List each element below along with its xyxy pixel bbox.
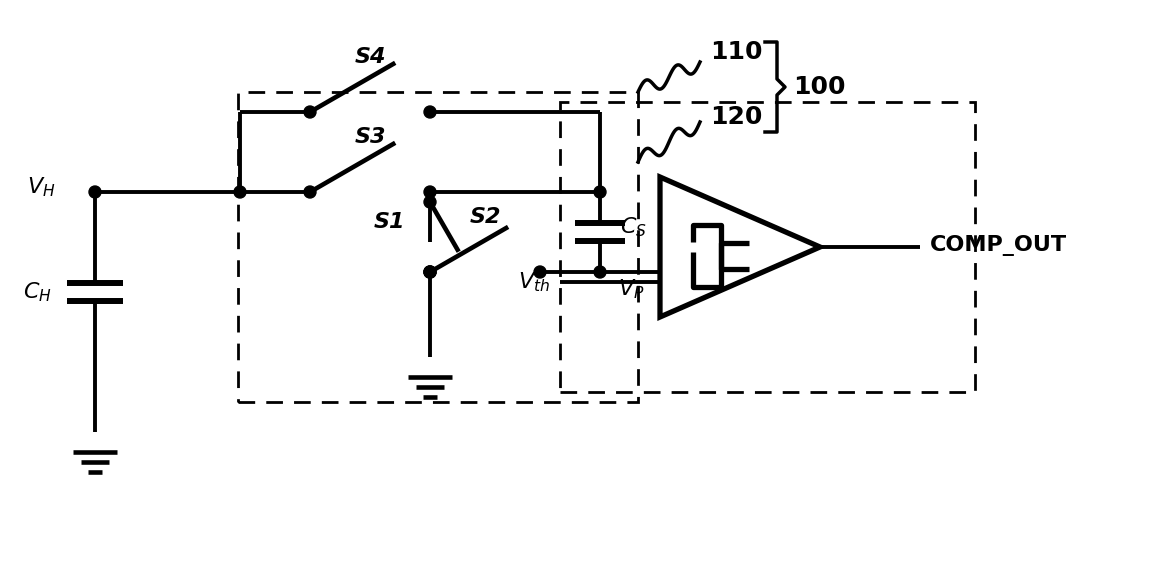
Circle shape xyxy=(425,106,436,118)
Bar xyxy=(238,92,638,402)
Text: S2: S2 xyxy=(470,207,501,227)
Circle shape xyxy=(425,266,436,278)
Circle shape xyxy=(425,266,436,278)
Circle shape xyxy=(304,186,316,198)
Circle shape xyxy=(594,266,606,278)
Text: $C_H$: $C_H$ xyxy=(23,280,52,304)
Circle shape xyxy=(89,186,101,198)
Text: 120: 120 xyxy=(710,105,762,129)
Circle shape xyxy=(534,266,546,278)
Circle shape xyxy=(594,186,606,198)
Circle shape xyxy=(304,106,316,118)
Text: COMP_OUT: COMP_OUT xyxy=(930,234,1067,256)
Text: S4: S4 xyxy=(354,47,386,67)
Circle shape xyxy=(425,196,436,208)
Bar xyxy=(560,102,976,392)
Circle shape xyxy=(425,266,436,278)
Circle shape xyxy=(425,186,436,198)
Text: $V_{th}$: $V_{th}$ xyxy=(517,270,550,294)
Circle shape xyxy=(234,186,246,198)
Text: $V_P$: $V_P$ xyxy=(618,277,645,301)
Text: S1: S1 xyxy=(374,212,405,232)
Text: $V_H$: $V_H$ xyxy=(27,175,55,199)
Text: 100: 100 xyxy=(793,75,846,99)
Text: 110: 110 xyxy=(710,40,762,64)
Text: S3: S3 xyxy=(354,127,386,147)
Text: $C_S$: $C_S$ xyxy=(619,215,647,239)
